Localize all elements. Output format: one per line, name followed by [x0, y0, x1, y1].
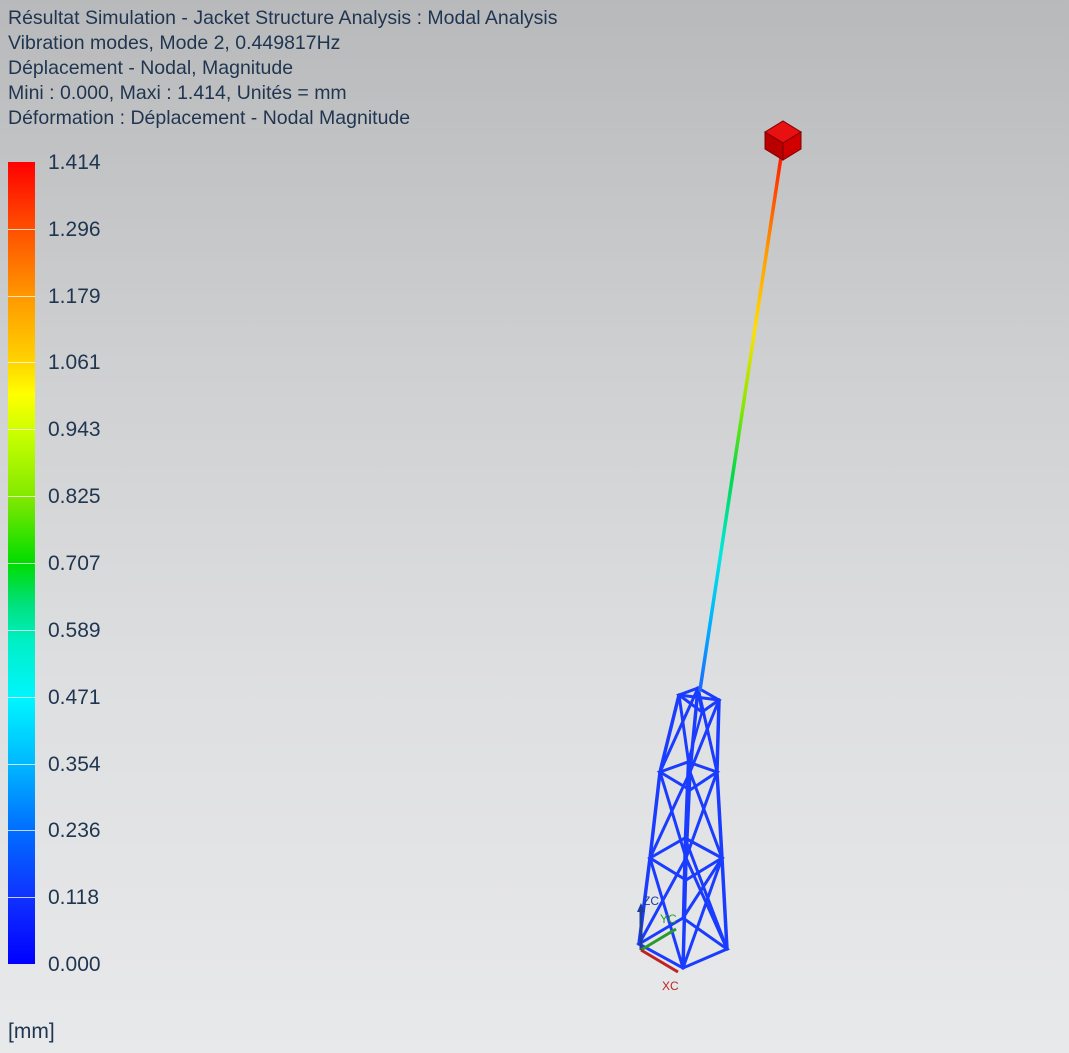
tick [8, 830, 35, 831]
tick [8, 697, 35, 698]
legend-label: 1.061 [48, 351, 101, 374]
result-type: Déplacement - Nodal, Magnitude [8, 57, 294, 79]
top-mass-cube[interactable] [764, 120, 802, 161]
legend-label: 0.118 [48, 886, 99, 909]
tick [8, 496, 35, 497]
tick [8, 764, 35, 765]
legend-label: 0.000 [48, 953, 101, 976]
legend-label: 1.414 [48, 151, 101, 174]
legend-label: 1.179 [48, 285, 101, 308]
jacket-structure[interactable] [635, 155, 783, 970]
legend-label: 0.707 [48, 552, 101, 575]
triad-x-label: XC [662, 979, 679, 993]
legend-label: 0.354 [48, 753, 101, 776]
result-title: Résultat Simulation - Jacket Structure A… [8, 7, 558, 29]
tick [8, 429, 35, 430]
tick [8, 563, 35, 564]
tower-mast [698, 155, 783, 692]
legend-units: [mm] [8, 1020, 55, 1043]
jacket-leg [715, 698, 729, 951]
tick [8, 296, 35, 297]
jacket-leg [637, 693, 681, 946]
tick [8, 362, 35, 363]
result-header: Résultat Simulation - Jacket Structure A… [8, 6, 558, 131]
legend-label: 1.296 [48, 218, 101, 241]
tick [8, 630, 35, 631]
mode-info: Vibration modes, Mode 2, 0.449817Hz [8, 32, 341, 54]
legend-label: 0.589 [48, 619, 101, 642]
jacket-bracing [637, 686, 729, 970]
coordinate-triad: ZC YC XC [637, 894, 679, 993]
min-max-info: Mini : 0.000, Maxi : 1.414, Unités = mm [8, 82, 347, 104]
legend-label: 0.236 [48, 819, 101, 842]
triad-y-label: YC [660, 912, 677, 926]
deformation-info: Déformation : Déplacement - Nodal Magnit… [8, 107, 411, 129]
legend-label: 0.825 [48, 485, 101, 508]
legend-label: 0.943 [48, 418, 101, 441]
tick [8, 229, 35, 230]
legend-label: 0.471 [48, 686, 101, 709]
tick [8, 897, 35, 898]
triad-z-label: ZC [643, 894, 659, 908]
